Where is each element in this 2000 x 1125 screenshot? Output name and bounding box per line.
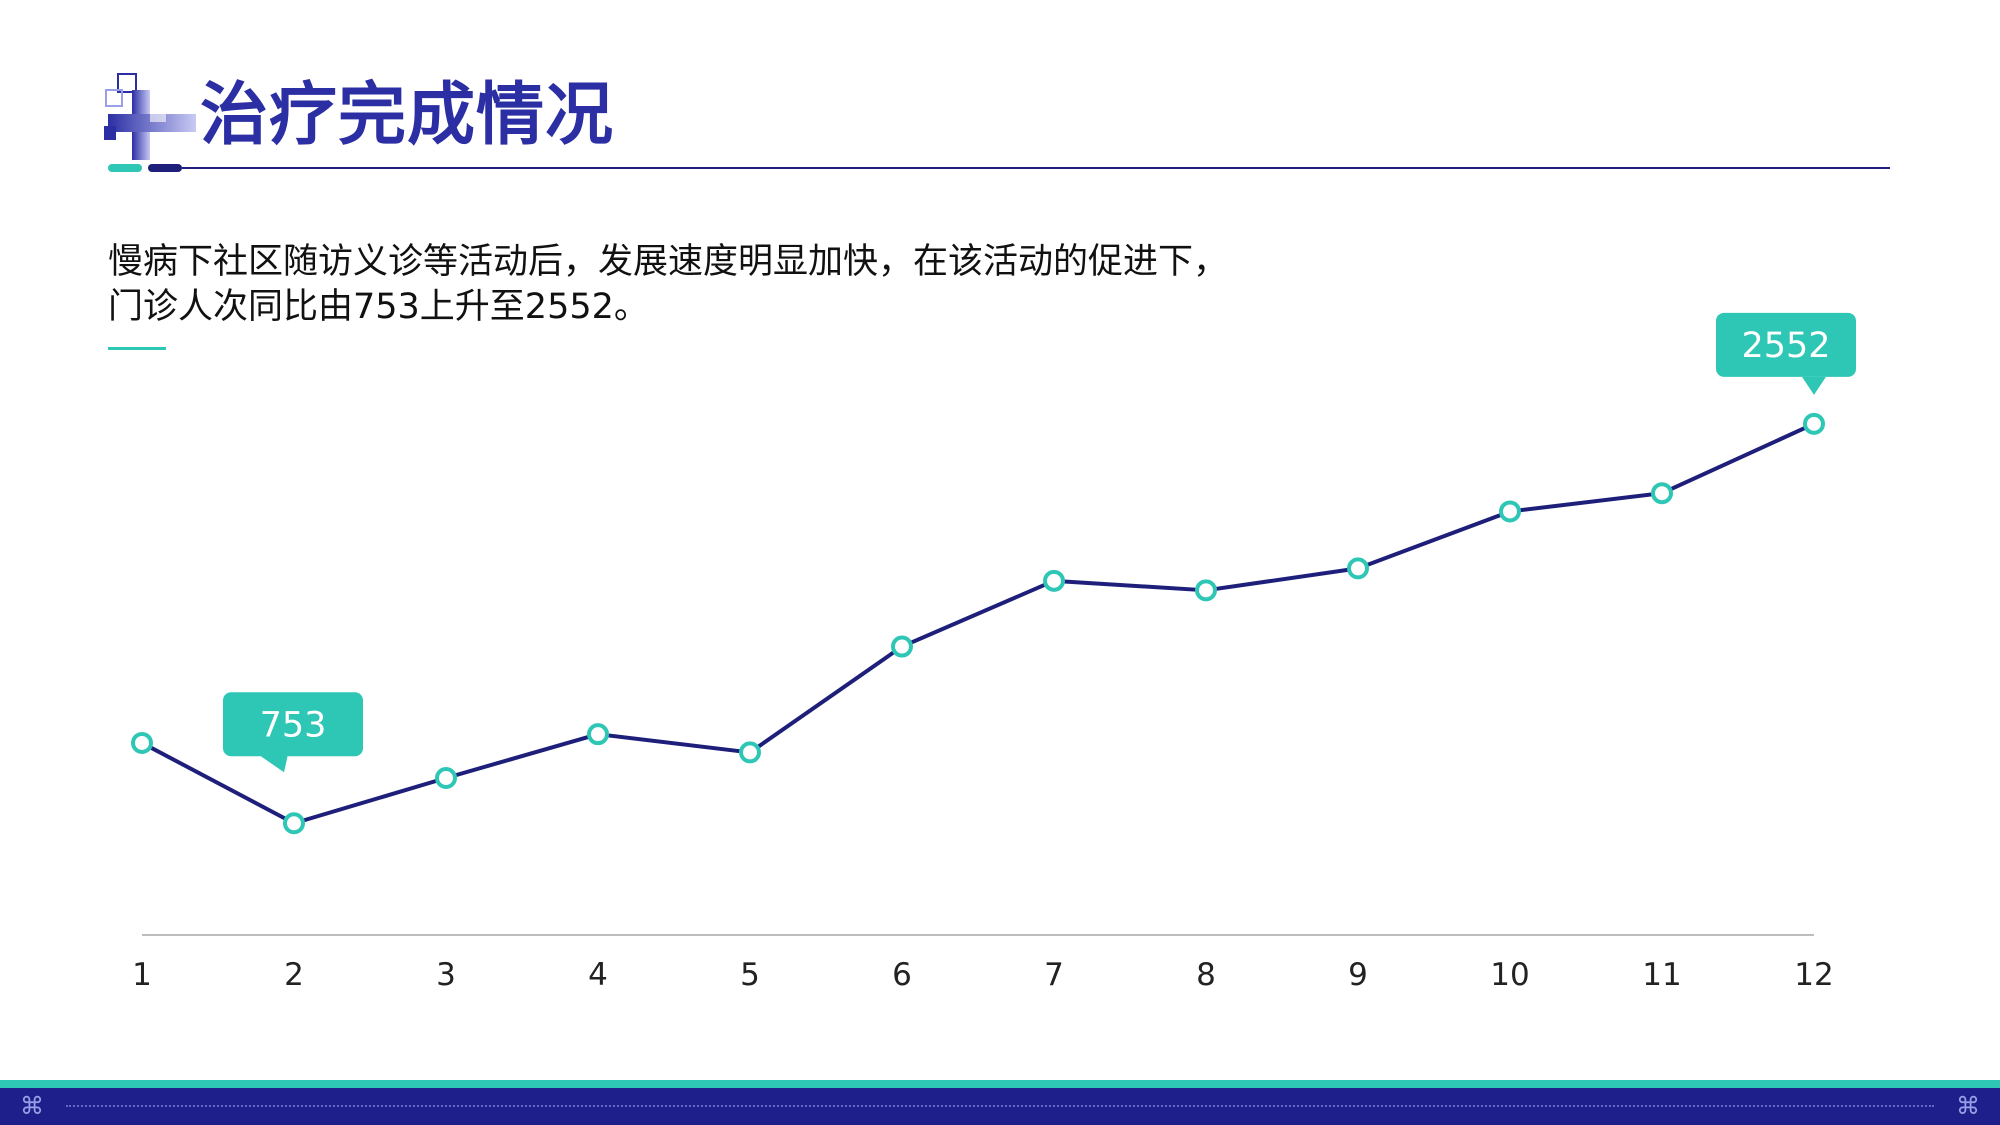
description-accent-line: [108, 347, 166, 350]
callout-pointer: [258, 754, 288, 773]
title-accent-navy: [148, 164, 182, 172]
command-icon: ⌘: [1956, 1092, 1980, 1120]
data-point: [1195, 579, 1217, 602]
title-logo: [104, 72, 200, 164]
callout-box: [223, 692, 363, 757]
x-tick-label: 6: [892, 957, 912, 993]
callout-box: [1716, 312, 1856, 377]
x-tick-label: 2: [284, 957, 304, 993]
x-tick-label: 11: [1642, 957, 1681, 993]
footer-dotted-line: [66, 1105, 1934, 1107]
data-point: [891, 635, 913, 658]
data-label: 2552: [1741, 326, 1830, 366]
page-title: 治疗完成情况: [200, 76, 615, 155]
data-point: [1043, 569, 1065, 592]
x-tick-label: 10: [1490, 957, 1529, 993]
data-point: [1499, 500, 1521, 523]
x-tick-label: 4: [588, 957, 608, 993]
data-label: 753: [260, 705, 327, 745]
command-icon: ⌘: [20, 1092, 44, 1120]
callout-pointer: [1802, 376, 1826, 395]
x-tick-label: 8: [1196, 957, 1216, 993]
data-point: [283, 812, 305, 835]
x-tick-label: 5: [740, 957, 760, 993]
data-point: [1347, 557, 1369, 580]
footer-accent-bar: [0, 1080, 2000, 1088]
data-point: [739, 741, 761, 764]
x-tick-label: 1: [132, 957, 152, 993]
x-tick-label: 9: [1348, 957, 1368, 993]
x-tick-label: 3: [436, 957, 456, 993]
medical-cross-icon: [104, 73, 196, 160]
data-point: [1803, 412, 1825, 435]
data-point: [587, 723, 609, 746]
description-text: 慢病下社区随访义诊等活动后，发展速度明显加快，在该活动的促进下，门诊人次同比由7…: [108, 242, 1229, 327]
data-point: [1651, 482, 1673, 505]
data-point: [435, 766, 457, 789]
title-accent-teal: [108, 164, 142, 172]
data-point: [131, 731, 153, 754]
series-line: [141, 421, 1815, 826]
x-tick-label: 7: [1044, 957, 1064, 993]
title-divider: [182, 167, 1890, 169]
x-tick-label: 12: [1794, 957, 1833, 993]
